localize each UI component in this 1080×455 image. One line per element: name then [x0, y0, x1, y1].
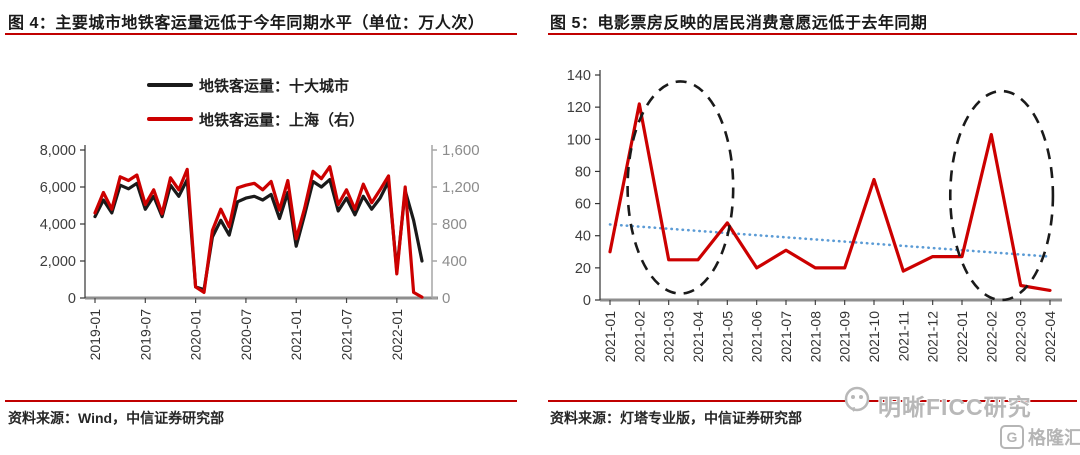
gelonghui-logo: G 格隆汇: [1000, 424, 1080, 450]
svg-text:8,000: 8,000: [40, 143, 76, 159]
svg-text:800: 800: [442, 216, 467, 233]
svg-text:2021-02: 2021-02: [631, 311, 647, 363]
svg-text:2022-04: 2022-04: [1042, 311, 1058, 363]
figure4-title-rule: [5, 33, 517, 35]
svg-text:2020-01: 2020-01: [188, 309, 204, 361]
figure5-source: 资料来源：灯塔专业版，中信证券研究部: [550, 410, 802, 426]
svg-text:2021-01: 2021-01: [602, 311, 618, 363]
legend-item-shanghai: 地铁客运量：上海（右）: [147, 102, 364, 136]
svg-text:1,600: 1,600: [442, 142, 480, 159]
svg-text:2021-05: 2021-05: [719, 311, 735, 363]
svg-text:4,000: 4,000: [40, 217, 76, 233]
svg-text:6,000: 6,000: [40, 180, 76, 196]
gelonghui-text: 格隆汇: [1028, 428, 1080, 448]
figure4-subway-chart: 0 2,000 4,000 6,000 8,000 0 400 800 1,200 1,600 20…: [40, 142, 480, 361]
shanghai-legend-label: 地铁客运量：上海（右）: [199, 111, 365, 129]
svg-text:2021-10: 2021-10: [866, 311, 882, 363]
wechat-icon: [844, 386, 870, 412]
figure5-title-rule: [548, 33, 1077, 35]
svg-text:2021-06: 2021-06: [749, 311, 765, 363]
svg-text:0: 0: [68, 291, 76, 307]
svg-text:2021-12: 2021-12: [925, 311, 941, 363]
svg-text:2021-07: 2021-07: [339, 309, 355, 361]
legend-item-ten-cities: 地铁客运量：十大城市: [147, 68, 364, 102]
figure4-source-rule: [5, 400, 517, 402]
svg-text:2021-08: 2021-08: [807, 311, 823, 363]
ten-cities-line-swatch: [147, 83, 193, 87]
shanghai-line-swatch: [147, 117, 193, 121]
svg-text:2021-09: 2021-09: [837, 311, 853, 363]
watermark-brand: 明晰FICC研究: [878, 394, 1032, 420]
gelonghui-icon: G: [1000, 425, 1024, 449]
figure5-boxoffice-chart: 0 20 40 60 80 100 120 140 2021-01 2021-02 2021-03 2…: [567, 68, 1062, 363]
svg-text:400: 400: [442, 253, 467, 270]
figure4-legend: 地铁客运量：十大城市 地铁客运量：上海（右）: [147, 68, 364, 136]
svg-text:2022-01: 2022-01: [389, 309, 405, 361]
svg-text:0: 0: [583, 293, 591, 309]
svg-text:140: 140: [567, 68, 591, 84]
svg-text:60: 60: [575, 197, 591, 213]
figure4-title: 图 4：主要城市地铁客运量远低于今年同期水平（单位：万人次）: [8, 15, 485, 32]
svg-text:80: 80: [575, 164, 591, 180]
svg-text:2021-01: 2021-01: [288, 309, 304, 361]
figure5-title: 图 5：电影票房反映的居民消费意愿远低于去年同期: [550, 15, 928, 32]
svg-text:100: 100: [567, 132, 591, 148]
figure4-source: 资料来源：Wind，中信证券研究部: [8, 410, 225, 426]
svg-text:2019-01: 2019-01: [87, 309, 103, 361]
svg-text:2022-02: 2022-02: [983, 311, 999, 363]
ten-cities-legend-label: 地铁客运量：十大城市: [199, 77, 350, 95]
svg-text:40: 40: [575, 229, 591, 245]
svg-text:2022-01: 2022-01: [954, 311, 970, 363]
svg-text:120: 120: [567, 100, 591, 116]
svg-text:2019-07: 2019-07: [137, 309, 153, 361]
svg-text:2020-07: 2020-07: [238, 309, 254, 361]
svg-text:2021-04: 2021-04: [690, 311, 706, 363]
svg-text:2021-03: 2021-03: [661, 311, 677, 363]
svg-text:2021-07: 2021-07: [778, 311, 794, 363]
figure5-source-rule: [548, 400, 1077, 402]
svg-text:1,200: 1,200: [442, 179, 480, 196]
svg-text:2021-11: 2021-11: [895, 311, 911, 362]
svg-text:2022-03: 2022-03: [1013, 311, 1029, 363]
svg-text:0: 0: [442, 290, 450, 307]
svg-text:2,000: 2,000: [40, 254, 76, 270]
svg-text:20: 20: [575, 261, 591, 277]
